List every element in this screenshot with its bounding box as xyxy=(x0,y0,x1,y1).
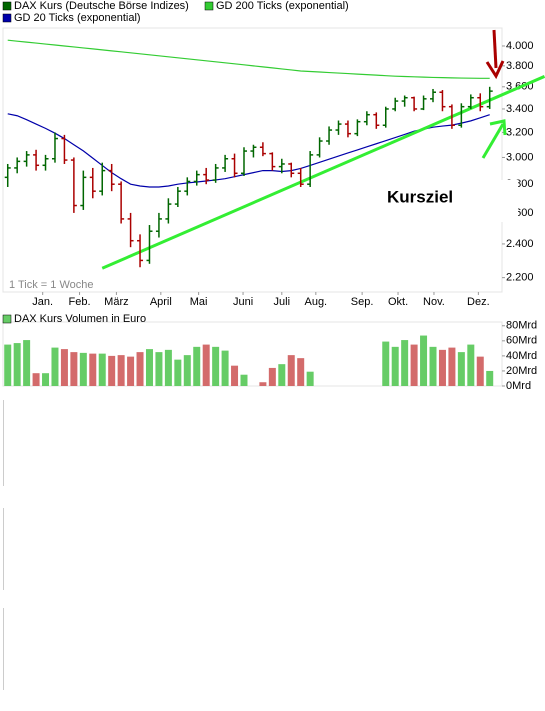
volume-bar xyxy=(438,349,446,386)
volume-bar xyxy=(231,365,239,386)
volume-bar xyxy=(183,355,191,386)
y-tick-label: 2.400 xyxy=(506,238,534,250)
x-tick-label: Juni xyxy=(233,296,253,308)
volume-bar xyxy=(98,353,106,386)
x-tick-label: Sep. xyxy=(351,296,374,308)
plot: DAX Kurs (Deutsche Börse Indizes) GD 200 … xyxy=(2,0,545,392)
volume-bar xyxy=(457,352,465,386)
x-tick-label: Jan. xyxy=(32,296,53,308)
volume-bar xyxy=(23,340,31,386)
x-tick-label: Okt. xyxy=(388,296,408,308)
volume-bar xyxy=(13,343,21,386)
volume-bar xyxy=(382,341,390,386)
y-tick-label: 3.400 xyxy=(506,103,534,115)
volume-bar xyxy=(32,373,40,386)
volume-bar xyxy=(240,374,248,386)
x-tick-label: Feb. xyxy=(69,296,91,308)
volume-bar xyxy=(117,355,125,386)
volume-bar xyxy=(297,358,305,386)
y-tick-label: 60Mrd xyxy=(506,335,537,347)
legend-swatch xyxy=(2,314,12,324)
y-tick-label: 0Mrd xyxy=(506,380,531,392)
y-tick-label: 3.200 xyxy=(506,126,534,138)
volume-bar xyxy=(259,382,267,386)
volume-bar xyxy=(145,349,153,386)
x-tick-label: Mai xyxy=(190,296,208,308)
volume-bar xyxy=(278,364,286,386)
x-tick-label: Nov. xyxy=(423,296,445,308)
x-tick-label: Dez. xyxy=(467,296,490,308)
x-tick-label: Juli xyxy=(274,296,291,308)
volume-bar xyxy=(164,349,172,386)
volume-bar xyxy=(127,356,135,386)
volume-bar xyxy=(70,352,78,386)
volume-bar xyxy=(136,352,144,386)
volume-bar xyxy=(60,349,68,386)
y-tick-label: 4.000 xyxy=(506,40,534,52)
annotation-box xyxy=(383,180,518,222)
volume-bar xyxy=(268,367,276,386)
price-frame xyxy=(2,27,503,293)
volume-bar xyxy=(89,353,97,386)
arrow-down xyxy=(492,29,498,69)
volume-bar xyxy=(287,355,295,386)
volume-frame xyxy=(2,321,503,387)
legend-swatch xyxy=(204,1,214,11)
volume-bar xyxy=(4,344,12,386)
volume-bar xyxy=(420,335,428,386)
x-tick-label: März xyxy=(104,296,128,308)
arrow-up xyxy=(481,123,505,159)
volume-bar xyxy=(212,346,220,386)
trendline xyxy=(101,75,545,270)
legend-label: DAX Kurs Volumen in Euro xyxy=(14,313,146,325)
ma-line xyxy=(7,113,490,188)
volume-bar xyxy=(391,346,399,386)
volume-bar xyxy=(174,359,182,386)
tick-note: 1 Tick = 1 Woche xyxy=(9,279,93,291)
volume-bar xyxy=(486,370,494,386)
volume-bar xyxy=(448,347,456,386)
y-tick-label: 3.000 xyxy=(506,151,534,163)
y-tick-label: 20Mrd xyxy=(506,365,537,377)
volume-bar xyxy=(306,371,314,386)
volume-bar xyxy=(401,340,409,386)
volume-bar xyxy=(221,350,229,386)
volume-bar xyxy=(42,373,50,386)
legend-swatch xyxy=(2,13,12,23)
legend-label: DAX Kurs (Deutsche Börse Indizes) xyxy=(14,0,189,12)
volume-bar xyxy=(79,352,87,386)
volume-bar xyxy=(155,352,163,386)
volume-bar xyxy=(108,355,116,386)
annotation: Kursziel xyxy=(387,187,453,206)
volume-bar xyxy=(410,344,418,386)
volume-bar xyxy=(51,347,59,386)
x-tick-label: Aug. xyxy=(304,296,327,308)
legend-swatch xyxy=(2,1,12,11)
volume-bar xyxy=(467,344,475,386)
y-tick-label: 40Mrd xyxy=(506,350,537,362)
legend-label: GD 200 Ticks (exponential) xyxy=(216,0,349,12)
volume-bar xyxy=(429,346,437,386)
volume-bar xyxy=(202,344,210,386)
ma-line xyxy=(7,39,490,79)
legend-label: GD 20 Ticks (exponential) xyxy=(14,12,141,24)
y-tick-label: 2.200 xyxy=(506,272,534,284)
y-tick-label: 80Mrd xyxy=(506,320,537,332)
arrow-head xyxy=(485,60,505,80)
volume-bar xyxy=(476,356,484,386)
x-tick-label: April xyxy=(150,296,172,308)
y-tick-label: 3.800 xyxy=(506,60,534,72)
arrow-head xyxy=(489,119,507,136)
volume-bar xyxy=(193,346,201,386)
